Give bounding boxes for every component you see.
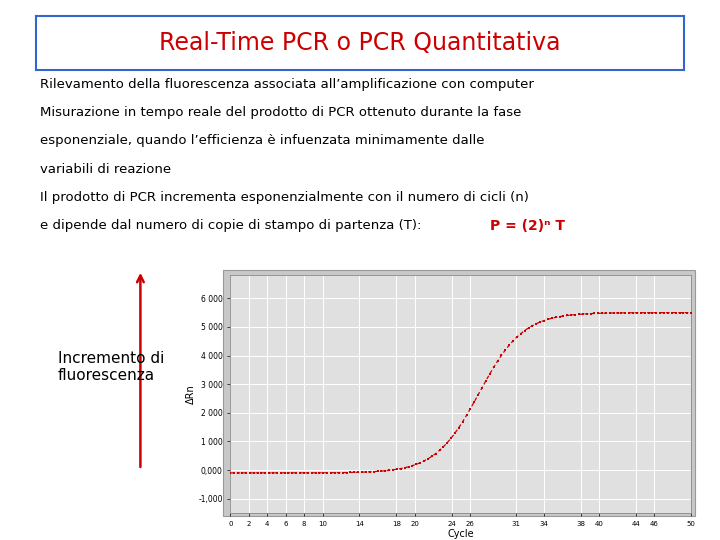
Text: Incremento di
fluorescenza: Incremento di fluorescenza [58,351,164,383]
Text: esponenziale, quando l’efficienza è infuenzata minimamente dalle: esponenziale, quando l’efficienza è infu… [40,134,484,147]
Text: variabili di reazione: variabili di reazione [40,163,171,176]
X-axis label: Cycle: Cycle [448,529,474,539]
Text: Rilevamento della fluorescenza associata all’amplificazione con computer: Rilevamento della fluorescenza associata… [40,78,534,91]
Text: P = (2)ⁿ T: P = (2)ⁿ T [490,219,564,233]
Text: Il prodotto di PCR incrementa esponenzialmente con il numero di cicli (n): Il prodotto di PCR incrementa esponenzia… [40,191,528,204]
Text: e dipende dal numero di copie di stampo di partenza (T):: e dipende dal numero di copie di stampo … [40,219,429,232]
Y-axis label: ΔRn: ΔRn [186,384,196,404]
Text: Misurazione in tempo reale del prodotto di PCR ottenuto durante la fase: Misurazione in tempo reale del prodotto … [40,106,521,119]
Text: Real-Time PCR o PCR Quantitativa: Real-Time PCR o PCR Quantitativa [159,31,561,55]
